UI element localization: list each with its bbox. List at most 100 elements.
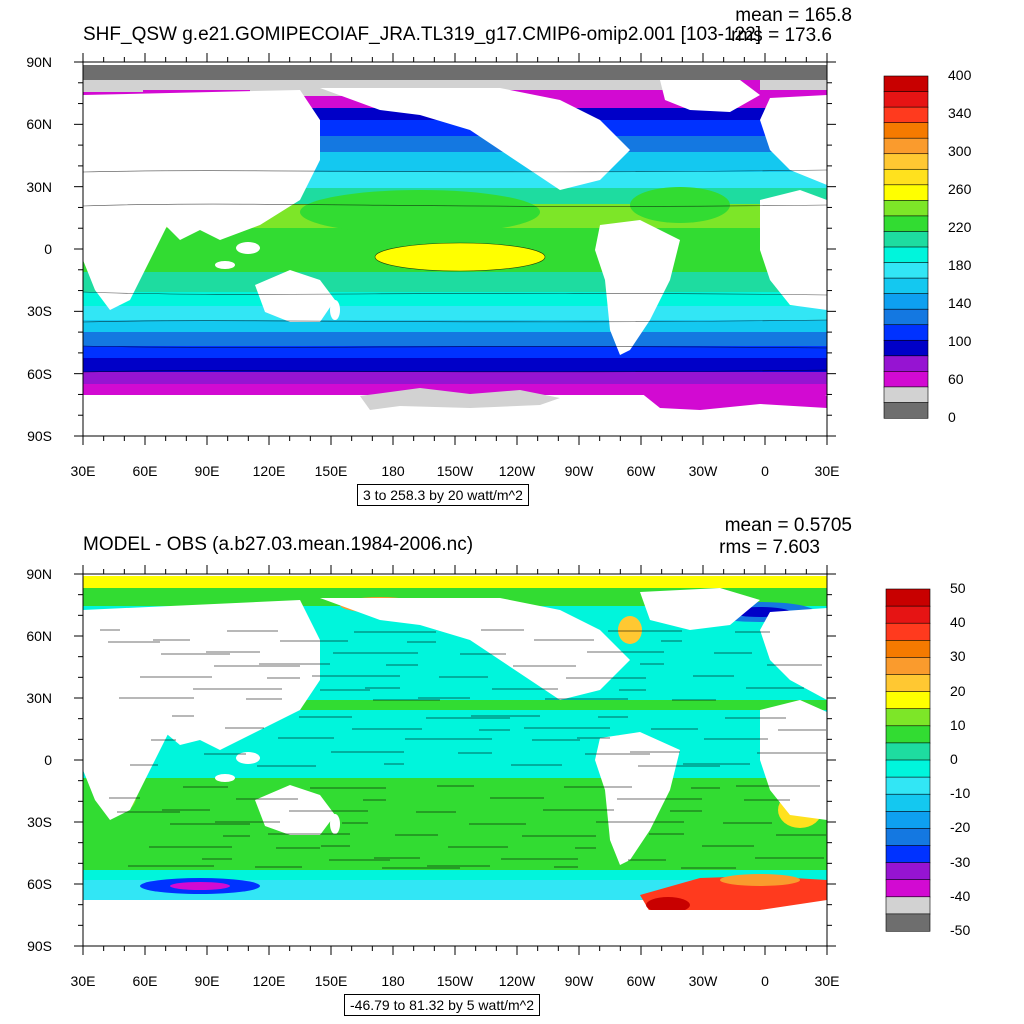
x-tick-label: 30E — [70, 463, 96, 479]
colorbar-swatch — [885, 639, 931, 658]
x-tick-label: 60E — [132, 463, 158, 479]
y-tick-label: 90N — [26, 566, 52, 582]
colorbar-label: 340 — [948, 105, 972, 121]
colorbar-label: 140 — [948, 295, 972, 311]
colorbar-swatch — [885, 657, 931, 676]
colorbar-swatch — [885, 776, 931, 795]
x-tick-label: 150E — [314, 973, 348, 989]
colorbar-label: 0 — [950, 751, 958, 767]
x-tick-label: 150E — [314, 463, 348, 479]
y-tick-label: 60N — [26, 628, 52, 644]
colorbar-swatch — [883, 231, 929, 248]
colorbar-label: -10 — [950, 785, 971, 802]
colorbar-label: 400 — [948, 67, 972, 83]
colorbar-swatch — [885, 674, 931, 693]
x-tick-label: 30W — [688, 463, 718, 479]
colorbar-swatch — [883, 184, 929, 201]
colorbar-swatch — [883, 293, 929, 310]
colorbar-swatch — [883, 168, 929, 186]
colorbar-swatch — [883, 137, 929, 155]
y-tick-label: 30S — [27, 303, 52, 320]
colorbar-swatch — [885, 793, 931, 812]
x-tick-label: 90W — [564, 463, 594, 479]
colorbar-label: 220 — [948, 219, 972, 235]
rms-label: rms = 7.603 — [719, 537, 820, 558]
colorbar-top — [883, 75, 929, 419]
x-tick-label: 0 — [761, 973, 769, 989]
colorbar-swatch — [885, 913, 931, 932]
difference-field — [83, 574, 827, 946]
mean-label: mean = 165.8 — [735, 5, 852, 26]
colorbar-label: 180 — [948, 257, 972, 273]
colorbar-swatch — [885, 725, 931, 744]
colorbar-label: -50 — [950, 922, 971, 938]
y-tick-label: 60S — [27, 365, 52, 382]
colorbar-swatch — [885, 588, 931, 607]
y-tick-label: 30N — [26, 178, 52, 195]
contour-info-box: 3 to 258.3 by 20 watt/m^2 — [357, 484, 529, 507]
colorbar-swatch — [883, 355, 929, 372]
y-tick-label: 30N — [26, 690, 52, 706]
colorbar-swatch — [885, 708, 931, 727]
colorbar-swatch — [883, 371, 929, 388]
colorbar-swatch — [883, 106, 929, 124]
y-tick-label: 0 — [44, 752, 52, 768]
colorbar-swatch — [885, 742, 931, 761]
colorbar-label: 300 — [948, 143, 972, 159]
colorbar-swatch — [883, 122, 929, 139]
x-tick-label: 0 — [761, 463, 769, 479]
colorbar-label: -40 — [950, 887, 971, 904]
map-ticks — [74, 53, 836, 445]
panel-title: MODEL - OBS (a.b27.03.mean.1984-2006.nc) — [83, 534, 474, 555]
x-tick-label: 30W — [688, 973, 718, 989]
colorbar-swatch — [885, 759, 931, 778]
mean-label: mean = 0.5705 — [724, 515, 852, 536]
colorbar-swatch — [885, 879, 931, 898]
colorbar-swatch — [883, 75, 929, 93]
colorbar-label: 100 — [948, 333, 972, 349]
colorbar-label: -30 — [950, 853, 971, 870]
colorbar-label: -20 — [950, 819, 971, 836]
x-tick-label: 90W — [564, 973, 594, 989]
x-tick-label: 60W — [626, 463, 656, 479]
colorbar-swatch — [883, 402, 929, 419]
x-tick-label: 150W — [436, 973, 474, 989]
colorbar-swatch — [883, 308, 929, 326]
y-tick-label: 90S — [27, 428, 52, 444]
y-tick-label: 60S — [27, 876, 52, 892]
rms-label: rms = 173.6 — [731, 25, 832, 46]
colorbar-label: 60 — [948, 371, 964, 387]
x-tick-label: 180 — [381, 463, 405, 479]
colorbar-swatch — [885, 862, 931, 881]
x-tick-label: 30E — [70, 973, 96, 989]
colorbar-label: 30 — [950, 648, 966, 665]
colorbar-swatch — [883, 200, 929, 217]
colorbar-label: 50 — [950, 580, 966, 596]
map-panel-top — [74, 53, 929, 445]
colorbar-swatch — [883, 262, 929, 279]
colorbar-swatch — [883, 215, 929, 233]
x-tick-label: 60E — [132, 973, 158, 989]
colorbar-swatch — [883, 339, 929, 357]
colorbar-swatch — [885, 810, 931, 829]
y-tick-label: 30S — [27, 814, 52, 830]
x-tick-label: 30E — [814, 463, 840, 479]
colorbar-swatch — [883, 324, 929, 341]
colorbar-swatch — [885, 845, 931, 864]
shortwave-flux-field — [83, 62, 827, 436]
x-tick-label: 120W — [498, 463, 536, 479]
colorbar-swatch — [883, 277, 929, 295]
y-tick-label: 60N — [26, 116, 52, 133]
x-tick-label: 120W — [498, 973, 536, 989]
x-tick-label: 120E — [252, 463, 286, 479]
colorbar-swatch — [883, 91, 929, 108]
y-tick-label: 90N — [26, 54, 52, 70]
map-ticks — [74, 565, 836, 955]
y-tick-label: 90S — [27, 938, 52, 954]
colorbar-swatch — [885, 896, 931, 915]
colorbar-label: 0 — [948, 409, 956, 425]
map-panel-bottom — [74, 565, 931, 955]
x-tick-label: 120E — [252, 973, 286, 989]
colorbar-label: 40 — [950, 614, 966, 631]
